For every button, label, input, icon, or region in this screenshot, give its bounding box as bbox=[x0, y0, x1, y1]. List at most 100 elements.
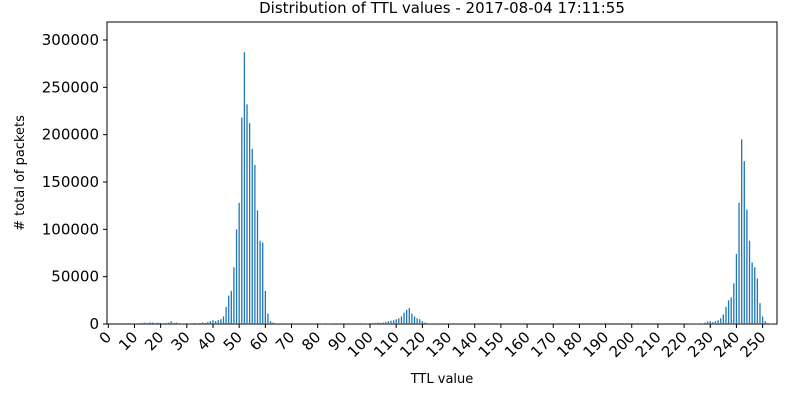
bar bbox=[756, 278, 759, 324]
y-tick-label: 150000 bbox=[42, 173, 99, 191]
bar bbox=[146, 322, 149, 324]
bar bbox=[408, 307, 410, 324]
x-tick-label: 190 bbox=[579, 328, 612, 361]
x-tick-label: 250 bbox=[736, 328, 769, 361]
bar bbox=[720, 318, 722, 324]
chart-title: Distribution of TTL values - 2017-08-04 … bbox=[259, 0, 625, 17]
bar bbox=[173, 323, 175, 324]
x-tick-label: 20 bbox=[141, 328, 167, 354]
x-tick-label: 220 bbox=[658, 328, 691, 361]
bar bbox=[154, 323, 157, 324]
bar bbox=[267, 313, 269, 324]
x-tick-label: 30 bbox=[167, 328, 193, 354]
bar bbox=[159, 322, 162, 324]
bar bbox=[144, 322, 146, 324]
bar bbox=[201, 322, 204, 324]
bar bbox=[246, 104, 248, 324]
bar bbox=[241, 117, 243, 324]
bar bbox=[398, 318, 400, 324]
bar bbox=[727, 300, 730, 324]
bar bbox=[262, 242, 264, 324]
bar bbox=[379, 322, 382, 324]
bar bbox=[722, 314, 725, 324]
bar bbox=[717, 320, 719, 324]
bar bbox=[704, 322, 706, 324]
bar bbox=[426, 323, 429, 324]
bar bbox=[751, 262, 753, 324]
bar bbox=[259, 240, 261, 324]
bar bbox=[392, 320, 395, 324]
bar bbox=[256, 210, 259, 324]
y-tick-label: 50000 bbox=[51, 268, 99, 286]
bar bbox=[382, 322, 384, 324]
bar bbox=[746, 209, 748, 324]
bar bbox=[403, 312, 405, 324]
x-tick-label: 130 bbox=[422, 328, 455, 361]
bar bbox=[735, 253, 738, 324]
bar bbox=[141, 322, 143, 324]
bar bbox=[419, 319, 421, 324]
x-tick-label: 0 bbox=[96, 328, 115, 347]
bar bbox=[324, 323, 327, 324]
bar bbox=[248, 123, 251, 324]
bar bbox=[730, 297, 732, 324]
x-tick-label: 60 bbox=[246, 328, 272, 354]
x-axis-label: TTL value bbox=[410, 372, 474, 387]
y-tick-label: 250000 bbox=[42, 78, 99, 96]
bar bbox=[759, 303, 761, 324]
bar bbox=[152, 322, 154, 324]
bar bbox=[275, 323, 277, 324]
bar bbox=[149, 322, 151, 324]
bar bbox=[209, 321, 212, 324]
x-tick-label: 120 bbox=[396, 328, 429, 361]
bar bbox=[714, 321, 717, 324]
bar bbox=[709, 321, 711, 324]
bar bbox=[369, 323, 371, 324]
bar bbox=[220, 319, 222, 324]
x-tick-label: 180 bbox=[553, 328, 586, 361]
bar bbox=[743, 161, 745, 324]
bar bbox=[741, 139, 743, 324]
bar bbox=[738, 202, 740, 324]
bar bbox=[725, 306, 727, 324]
x-tick-label: 210 bbox=[632, 328, 665, 361]
bar bbox=[411, 313, 413, 324]
bar bbox=[385, 322, 387, 324]
bar bbox=[243, 52, 246, 324]
bar bbox=[170, 321, 172, 324]
bar bbox=[214, 321, 217, 324]
bar bbox=[761, 316, 764, 324]
bar bbox=[413, 316, 416, 324]
bar bbox=[421, 321, 424, 324]
x-tick-label: 80 bbox=[298, 328, 324, 354]
bar bbox=[748, 240, 751, 324]
y-tick-label: 300000 bbox=[42, 31, 99, 49]
x-tick-label: 70 bbox=[272, 328, 298, 354]
y-tick-label: 0 bbox=[89, 315, 99, 333]
bar bbox=[175, 322, 178, 324]
bar bbox=[167, 322, 170, 324]
x-tick-label: 230 bbox=[684, 328, 717, 361]
x-tick-label: 240 bbox=[710, 328, 743, 361]
bar bbox=[272, 322, 274, 324]
bar bbox=[225, 306, 227, 324]
bar bbox=[228, 295, 230, 324]
y-tick-label: 100000 bbox=[42, 220, 99, 238]
bar bbox=[196, 323, 198, 324]
bar bbox=[264, 290, 266, 324]
bar bbox=[387, 321, 390, 324]
x-tick-label: 200 bbox=[606, 328, 639, 361]
bar bbox=[254, 164, 256, 324]
bar bbox=[191, 323, 193, 324]
x-tick-label: 110 bbox=[370, 328, 403, 361]
bar bbox=[733, 283, 735, 324]
bar bbox=[269, 321, 272, 324]
bar bbox=[165, 323, 167, 324]
bar bbox=[767, 323, 769, 324]
bar bbox=[390, 320, 392, 324]
bar bbox=[233, 267, 235, 324]
bar bbox=[157, 322, 159, 324]
bar bbox=[374, 323, 376, 324]
bar bbox=[178, 323, 180, 324]
bar bbox=[199, 323, 201, 324]
